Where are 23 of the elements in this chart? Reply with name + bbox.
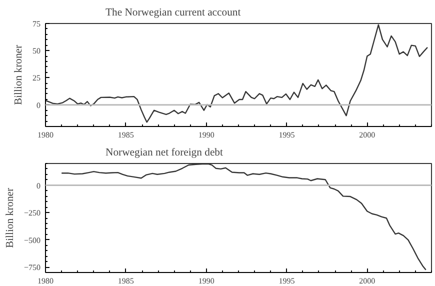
y-tick-label: 0 <box>36 181 40 190</box>
y-tick-label: 25 <box>32 74 40 83</box>
y-tick-label: −250 <box>24 208 41 218</box>
x-tick-label: 2000 <box>359 130 376 140</box>
x-tick-label: 1985 <box>118 130 134 140</box>
x-tick-label: 1995 <box>278 276 295 286</box>
x-tick-label: 1980 <box>38 276 54 286</box>
chart-title: The Norwegian current account <box>106 8 241 18</box>
x-tick-label: 2000 <box>359 276 376 286</box>
x-tick-label: 1985 <box>118 276 134 286</box>
y-axis-title: Billion kroner <box>14 44 24 106</box>
x-tick-label: 1990 <box>198 276 214 286</box>
y-axis-title: Billion kroner <box>4 188 16 248</box>
chart-title: Norwegian net foreign debt <box>106 148 224 158</box>
line-series <box>46 24 428 123</box>
x-tick-label: 1995 <box>278 130 295 140</box>
y-tick-label: −750 <box>24 263 41 272</box>
x-tick-label: 1990 <box>198 130 214 140</box>
x-tick-label: 1980 <box>38 130 54 140</box>
y-tick-label: 50 <box>32 46 40 56</box>
y-tick-label: 0 <box>36 100 40 110</box>
y-tick-label: 75 <box>32 20 40 28</box>
y-tick-label: −500 <box>24 236 41 245</box>
